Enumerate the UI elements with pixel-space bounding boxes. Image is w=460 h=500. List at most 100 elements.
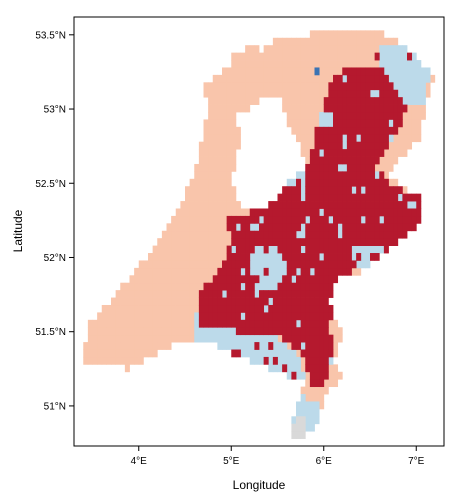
crimson-cell (337, 238, 343, 246)
crimson-cell (300, 275, 306, 284)
crimson-cell (268, 327, 274, 336)
crimson-cell (360, 230, 366, 239)
peach-cell (152, 342, 158, 350)
peach-cell (226, 178, 232, 187)
crimson-cell (333, 119, 339, 128)
crimson-cell (249, 319, 255, 328)
crimson-cell (365, 82, 371, 91)
peach-cell (328, 74, 334, 83)
crimson-cell (370, 193, 376, 202)
crimson-cell (379, 67, 385, 76)
light-blue-cell (245, 334, 251, 343)
light-blue-cell (245, 342, 251, 350)
peach-cell (323, 67, 329, 76)
peach-cell (291, 97, 297, 105)
crimson-cell (328, 104, 334, 113)
crimson-cell (346, 230, 352, 239)
crimson-cell (305, 163, 311, 172)
peach-cell (286, 74, 292, 83)
crimson-cell (314, 178, 320, 187)
peach-cell (208, 186, 214, 195)
crimson-cell (333, 149, 339, 157)
peach-cell (374, 45, 380, 54)
crimson-cell (235, 290, 241, 298)
crimson-cell (370, 82, 376, 91)
peach-cell (212, 215, 218, 224)
crimson-cell (217, 282, 223, 291)
crimson-cell (337, 97, 343, 105)
peach-cell (240, 52, 246, 61)
crimson-cell (407, 223, 413, 232)
light-blue-cell (328, 112, 334, 120)
light-blue-cell (407, 67, 413, 76)
peach-cell (291, 112, 297, 120)
light-blue-cell (198, 334, 204, 343)
peach-cell (300, 52, 306, 61)
crimson-cell (305, 260, 311, 269)
crimson-cell (319, 171, 325, 180)
crimson-cell (259, 208, 265, 217)
crimson-cell (393, 238, 399, 246)
peach-cell (175, 297, 181, 306)
peach-cell (296, 74, 302, 83)
peach-cell (97, 349, 103, 358)
light-blue-cell (411, 74, 417, 83)
crimson-cell (337, 74, 343, 83)
light-blue-cell (402, 60, 408, 68)
peach-cell (291, 74, 297, 83)
crimson-cell (374, 52, 380, 61)
peach-cell (346, 30, 352, 39)
peach-cell (217, 126, 223, 135)
peach-cell (120, 312, 126, 321)
crimson-cell (333, 74, 339, 83)
crimson-cell (333, 267, 339, 276)
crimson-cell (379, 238, 385, 246)
peach-cell (314, 112, 320, 120)
crimson-cell (402, 193, 408, 202)
peach-cell (212, 82, 218, 91)
peach-cell (411, 119, 417, 128)
crimson-cell (360, 112, 366, 120)
light-blue-cell (272, 260, 278, 269)
peach-cell (383, 149, 389, 157)
peach-cell (231, 74, 237, 83)
crimson-cell (333, 97, 339, 105)
light-blue-cell (254, 267, 260, 276)
peach-region (83, 30, 436, 410)
crimson-cell (328, 82, 334, 91)
crimson-cell (286, 186, 292, 195)
crimson-cell (282, 186, 288, 195)
peach-cell (314, 89, 320, 98)
peach-cell (337, 30, 343, 39)
peach-cell (148, 327, 154, 336)
peach-cell (388, 163, 394, 172)
peach-cell (115, 349, 121, 358)
crimson-cell (272, 230, 278, 239)
light-blue-cell (226, 342, 232, 350)
crimson-cell (319, 312, 325, 321)
peach-cell (212, 156, 218, 165)
peach-cell (231, 208, 237, 217)
peach-cell (411, 104, 417, 113)
crimson-cell (208, 282, 214, 291)
crimson-cell (319, 356, 325, 365)
light-blue-cell (291, 178, 297, 187)
crimson-cell (370, 215, 376, 224)
peach-cell (166, 290, 172, 298)
crimson-cell (342, 223, 348, 232)
peach-cell (272, 60, 278, 68)
crimson-cell (323, 245, 329, 254)
peach-cell (296, 112, 302, 120)
crimson-cell (333, 215, 339, 224)
crimson-cell (226, 245, 232, 254)
peach-cell (286, 60, 292, 68)
crimson-cell (379, 134, 385, 143)
crimson-cell (356, 156, 362, 165)
crimson-cell (323, 223, 329, 232)
peach-cell (402, 126, 408, 135)
peach-cell (305, 394, 311, 402)
crimson-cell (370, 112, 376, 120)
crimson-cell (300, 282, 306, 291)
crimson-cell (342, 67, 348, 76)
crimson-cell (296, 334, 302, 343)
